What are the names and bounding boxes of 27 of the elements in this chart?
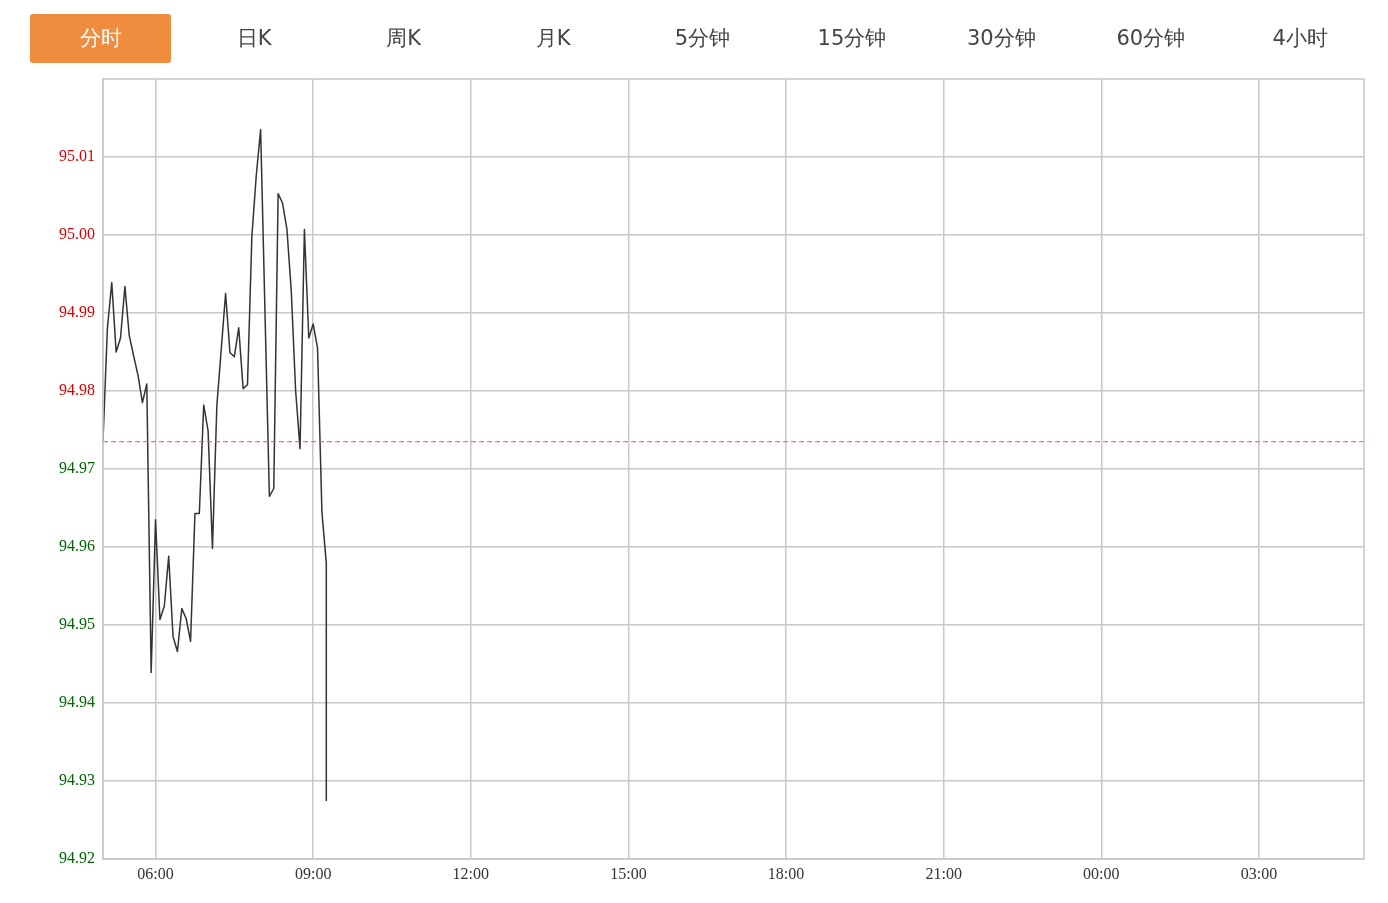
y-tick-label: 95.01 — [59, 147, 95, 165]
x-tick-label: 21:00 — [925, 864, 962, 882]
text: 月K — [534, 25, 572, 52]
x-tick-label: 18:00 — [767, 864, 805, 882]
text: 分时 — [30, 14, 172, 63]
y-tick-label: 94.97 — [59, 459, 95, 477]
x-tick-label: 12:00 — [452, 864, 490, 882]
y-tick-label: 94.98 — [59, 381, 95, 399]
y-tick-label: 94.99 — [59, 303, 95, 321]
text: 周K — [385, 25, 422, 52]
y-tick-label: 94.94 — [59, 693, 95, 711]
x-tick-label: 00:00 — [1083, 864, 1120, 882]
y-tick-label: 94.96 — [59, 537, 95, 555]
x-tick-label: 06:00 — [137, 864, 174, 882]
y-tick-label: 94.93 — [59, 771, 95, 789]
x-tick-label: 15:00 — [610, 864, 647, 882]
text: 5分钟 — [673, 25, 732, 52]
text: 日K — [235, 25, 273, 52]
y-tick-label: 94.95 — [59, 615, 95, 633]
text: 60分钟 — [1115, 25, 1187, 52]
x-tick-label: 09:00 — [294, 864, 332, 882]
text: 4小时 — [1271, 25, 1329, 52]
text: 30分钟 — [966, 25, 1037, 52]
y-tick-label: 94.92 — [59, 849, 95, 867]
x-tick-label: 03:00 — [1240, 864, 1278, 882]
text: 15分钟 — [816, 25, 888, 52]
y-tick-label: 95.00 — [59, 225, 95, 243]
